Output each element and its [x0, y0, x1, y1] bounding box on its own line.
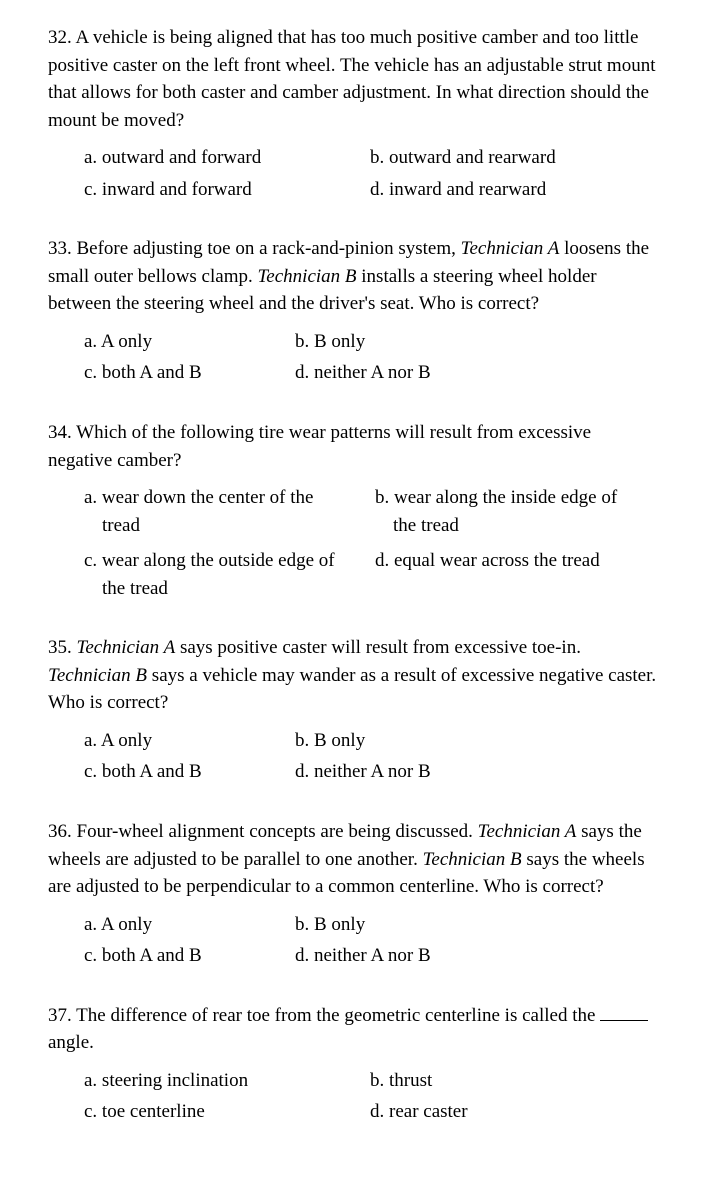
stem-text: A vehicle is being aligned that has too …: [48, 27, 655, 131]
option-a: a. A only: [84, 911, 259, 939]
italic-text: Technician B: [257, 266, 356, 287]
option-d: d. equal wear across the tread: [375, 547, 630, 602]
stem-text: Four-wheel alignment concepts are being …: [77, 821, 478, 842]
option-c: c. toe centerline: [84, 1098, 334, 1126]
options: a. A only b. B only c. both A and B d. neit…: [48, 727, 659, 786]
option-b: b. B only: [295, 911, 365, 939]
option-b: b. outward and rearward: [370, 144, 556, 172]
stem-text: Which of the following tire wear pattern…: [48, 422, 591, 471]
option-c: c. both A and B: [84, 758, 259, 786]
option-c: c. inward and forward: [84, 176, 334, 204]
question-stem: 36. Four-wheel alignment concepts are be…: [48, 818, 659, 901]
options: a. wear down the center of the tread b. w…: [48, 484, 659, 602]
options: a. steering inclination b. thrust c. toe c…: [48, 1067, 659, 1126]
stem-text: angle.: [48, 1032, 94, 1053]
stem-text: The difference of rear toe from the geom…: [76, 1005, 600, 1026]
question: 37. The difference of rear toe from the …: [48, 1002, 659, 1126]
question: 34. Which of the following tire wear pat…: [48, 419, 659, 602]
question-number: 34.: [48, 422, 72, 443]
option-d: d. inward and rearward: [370, 176, 546, 204]
option-c: c. both A and B: [84, 359, 259, 387]
question-number: 36.: [48, 821, 72, 842]
italic-text: Technician B: [423, 849, 522, 870]
options: a. A only b. B only c. both A and B d. neit…: [48, 328, 659, 387]
question: 36. Four-wheel alignment concepts are be…: [48, 818, 659, 970]
question-stem: 35. Technician A says positive caster wi…: [48, 634, 659, 717]
option-a: a. A only: [84, 727, 259, 755]
question: 35. Technician A says positive caster wi…: [48, 634, 659, 786]
options: a. outward and forward b. outward and rea…: [48, 144, 659, 203]
fill-blank: [600, 1002, 648, 1021]
question-number: 35.: [48, 637, 72, 658]
option-a: a. wear down the center of the tread: [84, 484, 339, 539]
question-number: 32.: [48, 27, 72, 48]
question-stem: 32. A vehicle is being aligned that has …: [48, 24, 659, 134]
question-stem: 33. Before adjusting toe on a rack-and-p…: [48, 235, 659, 318]
option-b: b. B only: [295, 328, 365, 356]
option-b: b. wear along the inside edge of the tre…: [375, 484, 630, 539]
question: 32. A vehicle is being aligned that has …: [48, 24, 659, 203]
option-a: a. steering inclination: [84, 1067, 334, 1095]
question-stem: 37. The difference of rear toe from the …: [48, 1002, 659, 1057]
option-a: a. outward and forward: [84, 144, 334, 172]
option-d: d. neither A nor B: [295, 942, 431, 970]
question-stem: 34. Which of the following tire wear pat…: [48, 419, 659, 474]
italic-text: Technician A: [77, 637, 176, 658]
question-number: 37.: [48, 1005, 72, 1026]
option-b: b. B only: [295, 727, 365, 755]
stem-text: Before adjusting toe on a rack-and-pinio…: [77, 238, 461, 259]
option-b: b. thrust: [370, 1067, 432, 1095]
option-d: d. neither A nor B: [295, 758, 431, 786]
option-c: c. both A and B: [84, 942, 259, 970]
italic-text: Technician A: [478, 821, 577, 842]
option-a: a. A only: [84, 328, 259, 356]
option-c: c. wear along the outside edge of the tr…: [84, 547, 339, 602]
italic-text: Technician B: [48, 665, 147, 686]
question-list: 32. A vehicle is being aligned that has …: [48, 24, 659, 1126]
question: 33. Before adjusting toe on a rack-and-p…: [48, 235, 659, 387]
option-d: d. rear caster: [370, 1098, 468, 1126]
stem-text: says positive caster will result from ex…: [175, 637, 581, 658]
question-number: 33.: [48, 238, 72, 259]
italic-text: Technician A: [461, 238, 560, 259]
option-d: d. neither A nor B: [295, 359, 431, 387]
options: a. A only b. B only c. both A and B d. neit…: [48, 911, 659, 970]
